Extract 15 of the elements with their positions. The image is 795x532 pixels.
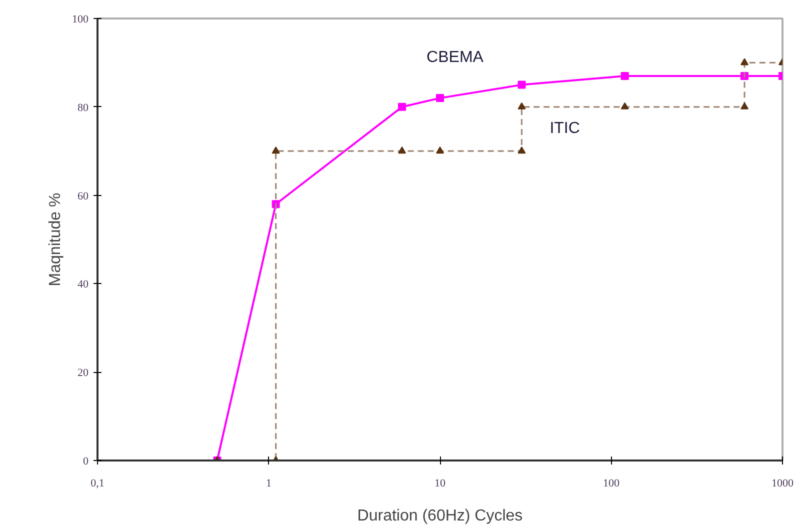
y-tick-label: 0 [83,456,89,468]
y-axis-title: Maqnitude % [47,192,64,286]
y-tick-label: 20 [78,367,89,380]
x-tick-label: 10 [434,478,446,490]
x-tick-label: 1000 [772,478,794,490]
y-tick-label: 60 [78,190,89,202]
y-tick-label: 40 [78,278,89,291]
series-label: CBEMA [426,49,484,66]
x-tick-label: 100 [603,478,620,490]
y-tick-label: 100 [72,14,89,26]
series-label: ITIC [550,120,580,137]
x-axis-title: Duration (60Hz) Cycles [357,508,523,524]
y-tick-label: 80 [78,102,89,114]
x-tick-label: 1 [266,478,272,490]
x-tick-label: 0,1 [90,478,104,490]
